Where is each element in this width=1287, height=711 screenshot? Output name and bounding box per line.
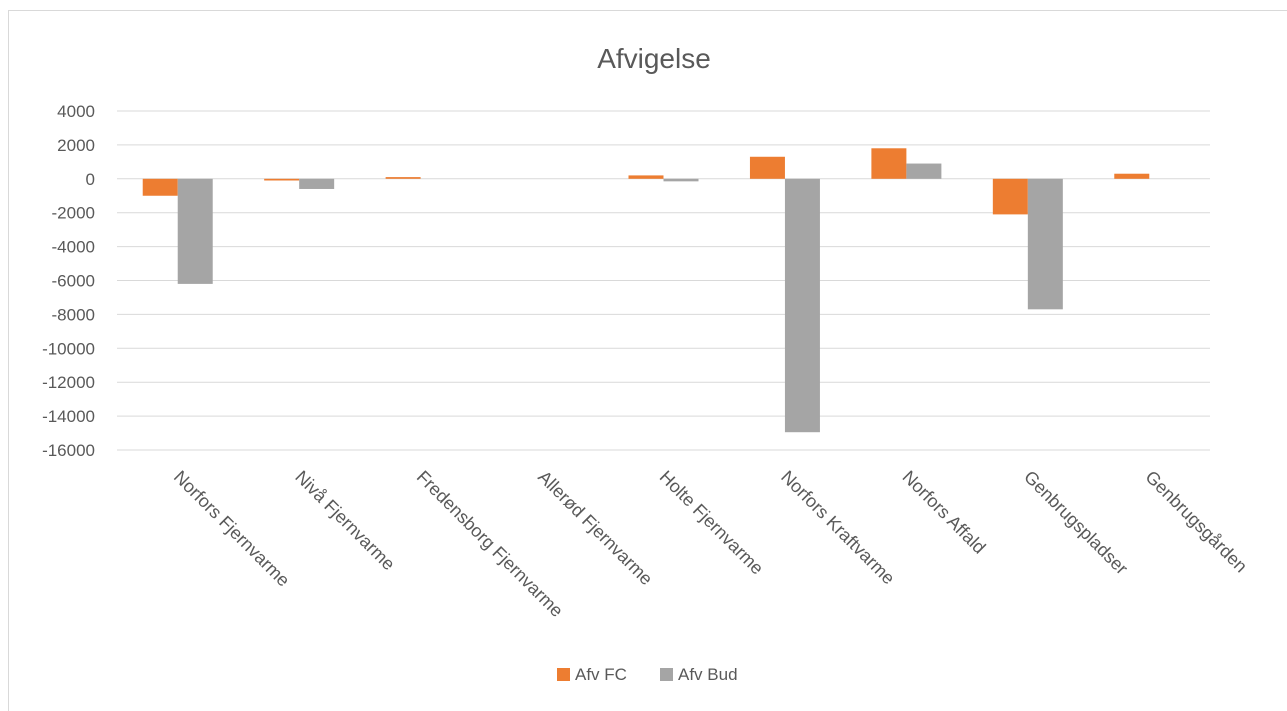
legend-swatch (557, 668, 570, 681)
bar-afv-bud (299, 178, 335, 189)
y-tick-label: -16000 (42, 441, 95, 460)
x-tick-label: Genbrugsgården (1141, 467, 1251, 577)
bar-afv-fc (385, 177, 421, 179)
bar-afv-bud (177, 178, 213, 284)
y-tick-label: 0 (86, 170, 95, 189)
legend-label: Afv Bud (678, 665, 738, 684)
y-tick-label: -14000 (42, 407, 95, 426)
chart-title: Afvigelse (597, 43, 711, 74)
bar-afv-bud (906, 163, 942, 179)
y-tick-label: -4000 (52, 238, 95, 257)
legend: Afv FC Afv Bud (557, 665, 738, 684)
bar-afv-bud (663, 178, 699, 182)
bar-afv-fc (749, 156, 785, 179)
x-tick-label: Norfors Affald (899, 467, 990, 558)
bars (142, 148, 1150, 433)
y-tick-label: 2000 (57, 136, 95, 155)
bar-afv-fc (992, 178, 1028, 215)
legend-label: Afv FC (575, 665, 627, 684)
legend-swatch (660, 668, 673, 681)
x-tick-label: Norfors Kraftvarme (777, 467, 899, 589)
x-tick-label: Genbrugspladser (1020, 467, 1132, 579)
bar-afv-fc (264, 178, 300, 181)
x-tick-label: Norfors Fjernvarme (170, 467, 294, 591)
y-tick-label: -10000 (42, 339, 95, 358)
y-tick-label: -12000 (42, 373, 95, 392)
gridlines (117, 110, 1210, 451)
bar-afv-fc (871, 148, 907, 179)
y-tick-label: -6000 (52, 272, 95, 291)
x-tick-label: Holte Fjernvarme (656, 467, 768, 579)
y-tick-label: -8000 (52, 305, 95, 324)
bar-afv-fc (1114, 173, 1150, 179)
x-tick-label: Nivå Fjernvarme (291, 467, 399, 575)
y-axis: 4000 2000 0 -2000 -4000 -6000 -8000 -10000 -1200… (42, 102, 95, 460)
y-tick-label: -2000 (52, 204, 95, 223)
x-tick-label: Allerød Fjernvarme (534, 467, 656, 589)
bar-afv-fc (628, 175, 664, 179)
bar-afv-bud (1027, 178, 1063, 310)
bar-afv-fc (142, 178, 178, 196)
bar-afv-bud (784, 178, 820, 433)
chart-frame (8, 10, 1287, 711)
y-tick-label: 4000 (57, 102, 95, 121)
